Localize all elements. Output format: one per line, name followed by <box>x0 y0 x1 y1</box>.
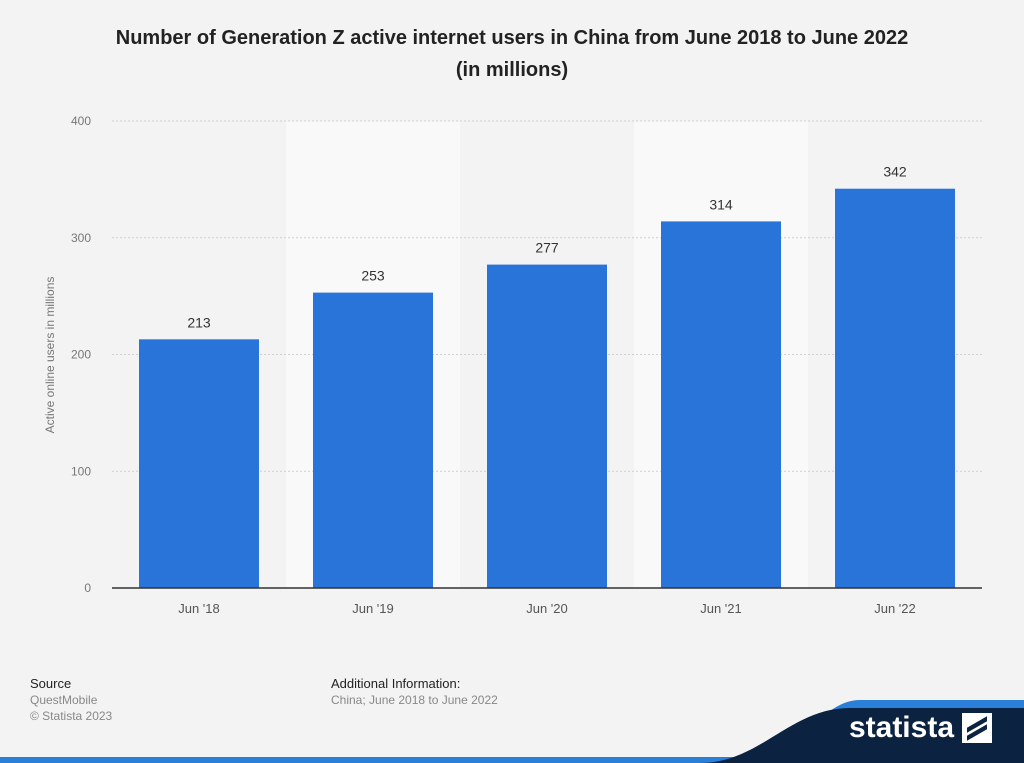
statista-wordmark: statista <box>848 711 954 744</box>
chart-title: Number of Generation Z active internet u… <box>40 22 984 86</box>
bar <box>313 292 433 588</box>
chart-title-line-1: Number of Generation Z active internet u… <box>115 27 909 49</box>
copyright-text: © Statista 2023 <box>30 709 113 723</box>
data-label: 314 <box>709 196 733 212</box>
source-heading: Source <box>30 676 72 691</box>
source-name[interactable]: QuestMobile <box>30 693 98 707</box>
x-tick-label: Jun '20 <box>526 601 568 616</box>
source-block: Source QuestMobile © Statista 2023 <box>30 676 112 724</box>
y-tick-label: 400 <box>71 114 91 128</box>
x-tick-label: Jun '22 <box>874 601 916 616</box>
bar <box>835 188 955 588</box>
bar <box>661 221 781 588</box>
bar <box>487 264 607 588</box>
x-tick-label: Jun '19 <box>352 601 394 616</box>
data-label: 253 <box>361 268 385 284</box>
additional-info-block: Additional Information: China; June 2018… <box>331 676 498 708</box>
x-tick-label: Jun '18 <box>178 601 220 616</box>
y-tick-label: 300 <box>71 231 91 245</box>
y-tick-label: 0 <box>84 581 91 595</box>
y-tick-label: 100 <box>71 464 91 478</box>
statista-logo[interactable]: statista <box>849 711 992 745</box>
chart-title-line-2: (in millions) <box>455 59 569 81</box>
data-label: 277 <box>535 240 559 256</box>
additional-info-heading: Additional Information: <box>331 676 461 691</box>
bar <box>139 339 259 588</box>
additional-info-text: China; June 2018 to June 2022 <box>331 693 498 707</box>
x-tick-label: Jun '21 <box>700 601 742 616</box>
statista-logo-icon <box>962 713 992 743</box>
data-label: 213 <box>187 314 211 330</box>
y-axis-label: Active online users in millions <box>43 276 57 434</box>
y-tick-label: 200 <box>71 348 91 362</box>
data-label: 342 <box>883 164 907 180</box>
